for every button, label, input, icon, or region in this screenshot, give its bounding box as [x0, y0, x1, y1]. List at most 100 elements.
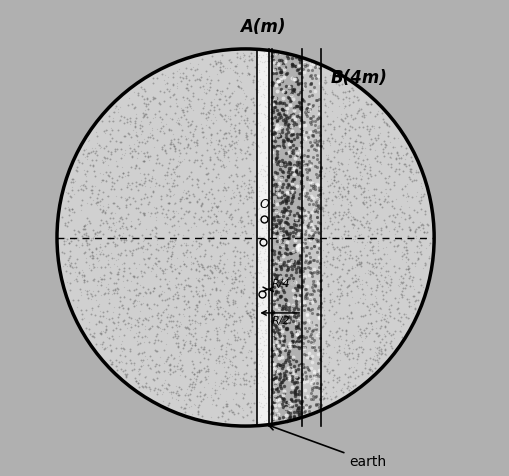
Point	[223, 154, 232, 162]
Point	[214, 138, 222, 145]
Point	[333, 361, 342, 368]
Point	[310, 183, 318, 190]
Point	[324, 281, 332, 288]
Point	[279, 66, 288, 73]
Point	[268, 310, 276, 318]
Point	[219, 359, 228, 367]
Point	[342, 385, 350, 392]
Point	[185, 382, 193, 389]
Point	[396, 314, 404, 321]
Point	[290, 284, 298, 292]
Point	[239, 186, 247, 193]
Point	[344, 143, 352, 150]
Point	[276, 292, 285, 300]
Point	[138, 150, 146, 158]
Point	[262, 342, 270, 349]
Point	[373, 108, 381, 116]
Point	[77, 307, 85, 315]
Point	[317, 324, 325, 331]
Point	[215, 148, 223, 155]
Point	[214, 156, 222, 164]
Point	[258, 390, 266, 397]
Point	[234, 83, 242, 91]
Point	[191, 317, 199, 325]
Point	[313, 182, 321, 189]
Point	[260, 114, 268, 122]
Point	[289, 119, 297, 127]
Point	[358, 160, 366, 168]
Point	[256, 327, 264, 334]
Point	[272, 271, 280, 279]
Point	[96, 241, 104, 248]
Point	[207, 285, 215, 293]
Point	[93, 152, 101, 160]
Point	[257, 345, 265, 353]
Point	[133, 187, 142, 194]
Point	[163, 192, 171, 200]
Point	[256, 356, 264, 364]
Point	[205, 237, 213, 245]
Point	[242, 208, 250, 216]
Point	[212, 327, 220, 335]
Point	[134, 261, 143, 268]
Point	[301, 404, 309, 411]
Point	[186, 339, 194, 347]
Point	[333, 92, 341, 100]
Point	[200, 100, 208, 108]
Point	[348, 294, 356, 301]
Point	[285, 376, 293, 383]
Point	[343, 289, 351, 297]
Point	[270, 375, 278, 382]
Point	[239, 288, 247, 296]
Point	[171, 368, 179, 376]
Point	[278, 327, 286, 335]
Point	[224, 288, 232, 296]
Point	[120, 332, 128, 339]
Point	[359, 194, 367, 201]
Point	[98, 275, 106, 283]
Point	[165, 192, 174, 200]
Point	[284, 173, 292, 180]
Point	[216, 242, 224, 249]
Point	[252, 291, 261, 298]
Point	[144, 286, 152, 293]
Point	[127, 233, 135, 241]
Point	[131, 120, 139, 128]
Point	[289, 170, 297, 178]
Point	[339, 223, 347, 230]
Point	[275, 325, 283, 332]
Point	[308, 257, 317, 264]
Point	[410, 177, 418, 185]
Point	[305, 213, 313, 221]
Point	[197, 121, 205, 129]
Point	[173, 295, 181, 302]
Point	[182, 323, 190, 331]
Point	[314, 187, 322, 195]
Point	[354, 261, 362, 268]
Point	[229, 321, 237, 328]
Point	[375, 159, 383, 167]
Point	[362, 325, 371, 332]
Point	[333, 357, 341, 365]
Point	[275, 294, 284, 301]
Point	[229, 178, 237, 186]
Point	[268, 375, 276, 383]
Point	[285, 122, 293, 129]
Point	[314, 314, 322, 322]
Point	[367, 244, 376, 252]
Point	[105, 235, 114, 242]
Point	[244, 150, 252, 158]
Point	[180, 341, 188, 349]
Point	[313, 238, 321, 245]
Point	[136, 362, 145, 369]
Point	[115, 218, 123, 225]
Point	[299, 86, 307, 93]
Point	[342, 184, 350, 191]
Point	[130, 140, 138, 148]
Point	[306, 318, 314, 326]
Point	[130, 374, 138, 382]
Point	[273, 154, 281, 161]
Point	[118, 347, 126, 355]
Point	[141, 326, 149, 334]
Point	[226, 120, 234, 128]
